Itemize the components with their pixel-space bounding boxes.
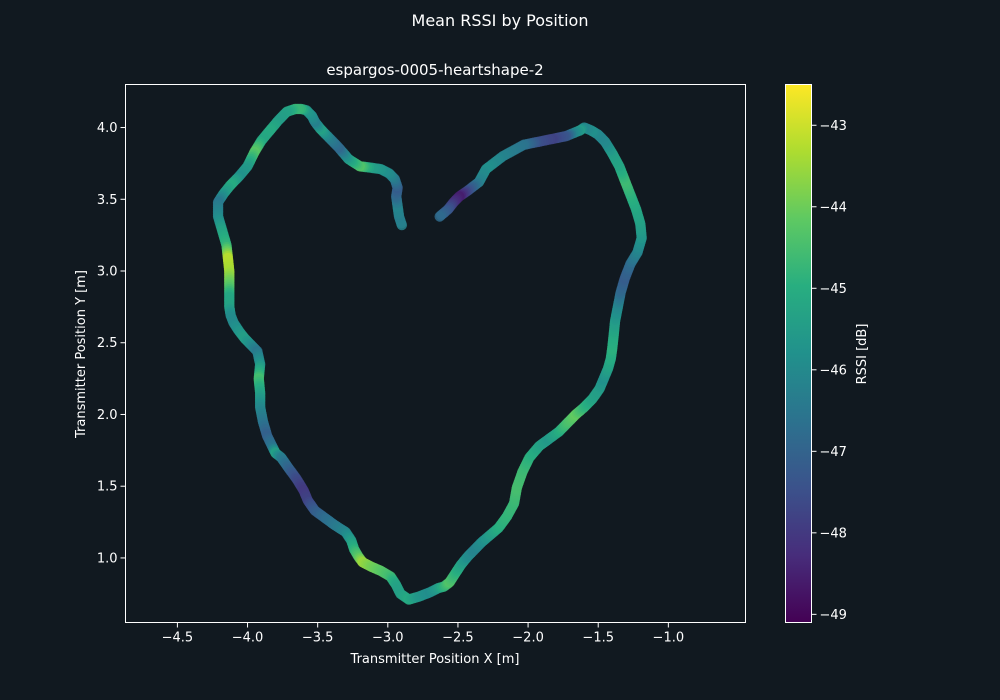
colorbar-tick-label: −44	[820, 200, 847, 215]
y-tick-label: 3.0	[97, 265, 118, 280]
colorbar-tick-label: −47	[820, 445, 847, 460]
x-tick-label: −4.0	[232, 631, 264, 646]
plot-area	[125, 84, 746, 623]
colorbar-ticks: −43 −44 −45 −46 −47 −48 −49	[811, 119, 847, 623]
y-tick-label: 1.0	[97, 551, 118, 566]
y-tick-label: 4.0	[97, 121, 118, 136]
scatter-points	[212, 103, 647, 605]
colorbar-label: RSSI [dB]	[855, 324, 870, 385]
x-tick-label: −2.5	[442, 631, 474, 646]
x-tick-label: −4.5	[162, 631, 194, 646]
y-tick-label: 2.0	[97, 408, 118, 423]
y-tick-label: 1.5	[97, 480, 118, 495]
plot-title: espargos-0005-heartshape-2	[326, 61, 543, 79]
x-tick-label: −2.0	[512, 631, 544, 646]
x-axis-ticks: −4.5 −4.0 −3.5 −3.0 −2.5 −2.0 −1.5 −1.0	[162, 622, 685, 646]
figure-title: Mean RSSI by Position	[412, 11, 589, 30]
colorbar-tick-label: −48	[820, 526, 847, 541]
x-tick-label: −1.0	[653, 631, 685, 646]
colorbar-tick-label: −45	[820, 282, 847, 297]
x-tick-label: −3.0	[372, 631, 404, 646]
x-axis-label: Transmitter Position X [m]	[350, 652, 520, 667]
colorbar	[785, 84, 812, 623]
x-tick-label: −1.5	[582, 631, 614, 646]
colorbar-tick-label: −46	[820, 363, 847, 378]
y-tick-label: 2.5	[97, 336, 118, 351]
x-tick-label: −3.5	[302, 631, 334, 646]
colorbar-tick-label: −43	[820, 119, 847, 134]
y-tick-label: 3.5	[97, 193, 118, 208]
y-axis-ticks: 1.0 1.5 2.0 2.5 3.0 3.5 4.0	[97, 121, 126, 566]
data-point	[434, 211, 445, 222]
colorbar-tick-label: −49	[820, 608, 847, 623]
y-axis-label: Transmitter Position Y [m]	[74, 270, 89, 439]
